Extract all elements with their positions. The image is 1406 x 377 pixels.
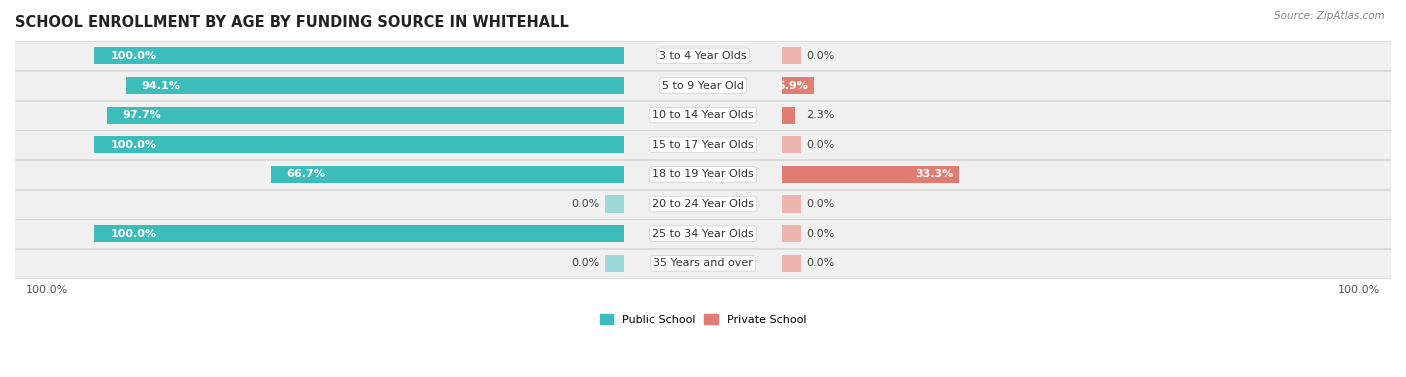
Legend: Public School, Private School: Public School, Private School [595,309,811,329]
Bar [15,219,1391,248]
Bar [782,255,801,272]
Text: 15 to 17 Year Olds: 15 to 17 Year Olds [652,140,754,150]
Bar [605,255,624,272]
Text: 100.0%: 100.0% [25,285,67,295]
Text: 5 to 9 Year Old: 5 to 9 Year Old [662,81,744,90]
Bar [15,130,1391,159]
Bar [782,195,801,213]
Bar [94,225,624,242]
Text: 3 to 4 Year Olds: 3 to 4 Year Olds [659,51,747,61]
Text: 0.0%: 0.0% [806,229,834,239]
Text: 2.3%: 2.3% [806,110,835,120]
Text: 10 to 14 Year Olds: 10 to 14 Year Olds [652,110,754,120]
Bar [782,136,801,153]
Text: Source: ZipAtlas.com: Source: ZipAtlas.com [1274,11,1385,21]
Bar [94,47,624,64]
Bar [125,77,624,94]
Text: 0.0%: 0.0% [806,199,834,209]
Bar [15,249,1391,278]
Text: 25 to 34 Year Olds: 25 to 34 Year Olds [652,229,754,239]
Text: 66.7%: 66.7% [287,169,325,179]
Bar [605,195,624,213]
Bar [15,190,1391,219]
Bar [15,160,1391,189]
Bar [782,107,794,124]
Text: 0.0%: 0.0% [806,258,834,268]
Bar [782,77,814,94]
Text: 0.0%: 0.0% [806,140,834,150]
Text: 18 to 19 Year Olds: 18 to 19 Year Olds [652,169,754,179]
Bar [15,71,1391,100]
Bar [94,136,624,153]
Text: 0.0%: 0.0% [572,258,600,268]
Bar [782,47,801,64]
Text: 100.0%: 100.0% [110,140,156,150]
Text: 5.9%: 5.9% [778,81,808,90]
Text: 100.0%: 100.0% [1339,285,1381,295]
Bar [15,41,1391,70]
Text: 100.0%: 100.0% [110,229,156,239]
Bar [107,107,624,124]
Bar [15,101,1391,130]
Text: 20 to 24 Year Olds: 20 to 24 Year Olds [652,199,754,209]
Bar [782,166,959,183]
Text: 0.0%: 0.0% [806,51,834,61]
Text: 33.3%: 33.3% [915,169,953,179]
Text: 0.0%: 0.0% [572,199,600,209]
Text: 35 Years and over: 35 Years and over [652,258,754,268]
Bar [782,225,801,242]
Text: 97.7%: 97.7% [122,110,162,120]
Text: SCHOOL ENROLLMENT BY AGE BY FUNDING SOURCE IN WHITEHALL: SCHOOL ENROLLMENT BY AGE BY FUNDING SOUR… [15,15,569,30]
Text: 94.1%: 94.1% [142,81,180,90]
Bar [270,166,624,183]
Text: 100.0%: 100.0% [110,51,156,61]
